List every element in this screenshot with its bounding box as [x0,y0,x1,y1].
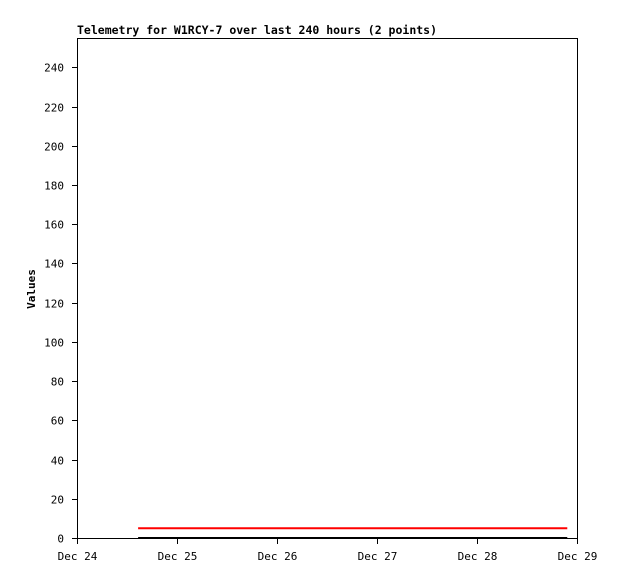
y-tick-label: 0 [57,533,64,546]
y-tick-label: 100 [44,337,64,350]
y-tick-label: 160 [44,219,64,232]
y-tick-label: 240 [44,62,64,75]
x-tick-label: Dec 28 [458,550,498,563]
y-tick-label: 200 [44,141,64,154]
chart-title: Telemetry for W1RCY-7 over last 240 hour… [77,23,437,37]
y-axis-label: Values [25,269,38,309]
y-tick-label: 220 [44,102,64,115]
x-tick-label: Dec 24 [58,550,98,563]
y-tick-label: 80 [51,376,64,389]
y-tick-label: 20 [51,494,64,507]
x-tick-label: Dec 25 [158,550,198,563]
y-tick-label: 140 [44,258,64,271]
plot-area-border [77,38,578,539]
x-tick-label: Dec 27 [358,550,398,563]
y-tick-label: 120 [44,298,64,311]
x-tick-label: Dec 26 [258,550,298,563]
y-tick-label: 180 [44,180,64,193]
x-tick-label: Dec 29 [558,550,598,563]
y-tick-label: 60 [51,415,64,428]
y-tick-label: 40 [51,455,64,468]
